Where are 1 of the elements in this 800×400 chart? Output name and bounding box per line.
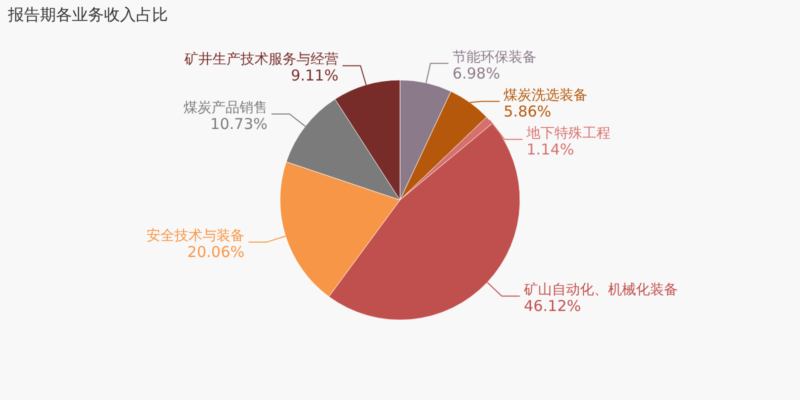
title: 报告期各业务收入占比 — [8, 5, 168, 24]
